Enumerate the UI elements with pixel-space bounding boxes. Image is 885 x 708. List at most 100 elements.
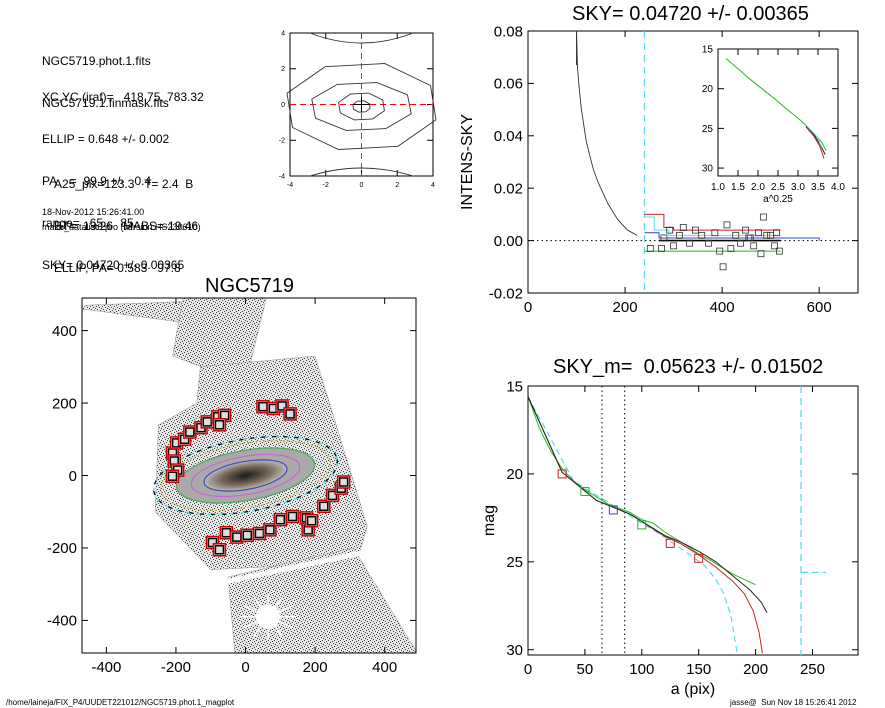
mask-box [212,543,227,557]
image-ytick-label: 200 [52,395,77,412]
mag-xtick-label: 100 [629,661,654,678]
sky-ytick-label: 0.06 [494,76,523,93]
mask-box-inner [214,420,225,430]
contour-ring [311,82,412,131]
sky-point [775,247,783,255]
sky-frame [527,30,859,294]
info-center: XC,YC (iraf)= 418.75, 783.32 [42,90,204,104]
info-bt: BT= 13.26 MABS=-19.46 [54,219,199,233]
contour-ring [338,92,385,121]
galaxy-isophote [190,453,301,498]
sky-ytick-label: 0.02 [494,180,523,197]
image-xtick-label: -400 [91,659,121,676]
galaxy [152,435,339,516]
bright-star-spike [253,597,269,618]
info-catalog-params: A25_pix=123.3 T= 2.4 B BT= 13.26 MABS=-1… [54,149,198,289]
mag-ytick-label: 20 [506,466,523,483]
inset-xtick-label: 1.0 [711,182,725,193]
sky-ytick-label: 0.00 [494,233,523,250]
info-a25: A25_pix=123.3 T= 2.4 B [54,177,194,191]
contour-xtick-label: -2 [323,182,329,189]
mag-plot-title: SKY_m= 0.05623 +/- 0.01502 [553,356,824,378]
mag-frame [527,385,859,656]
image-xtick-label: 0 [241,659,249,676]
sky-xtick-label: 400 [710,299,735,316]
mag-marker [580,486,590,496]
sky-point [679,224,687,231]
contour-xtick-label: 0 [360,182,364,189]
bright-star-spike [267,597,283,618]
sky-ytick-label: 0.08 [494,23,523,40]
inset-xtick-label: 4.0 [831,182,845,193]
info-program: make_datalist0.pro (version HS230610) [42,222,201,232]
mag-xtick-label: 150 [686,661,711,678]
image-ytick-label: 0 [69,468,77,485]
sky-point [727,245,735,252]
image-gap [213,545,386,587]
sky-profile-line [576,30,638,236]
info-date: 18-Nov-2012 15:26:41.00 [42,207,145,217]
sky-point [759,213,767,221]
fit-ellipse-black [153,435,338,516]
inset-xtick-label: 3.5 [811,182,825,193]
sky-point [757,250,765,258]
image-xtick-label: 400 [372,659,397,676]
contour-xtick-label: -4 [287,182,293,189]
sky-level-blue [644,232,820,241]
bright-star-spike [253,616,269,637]
inset-xtick-label: 2.0 [751,182,765,193]
mask-box [285,509,300,524]
mask-box-inner [287,511,298,522]
sky-point [723,221,731,229]
mag-ylabel: mag [481,505,498,536]
galaxy-core [203,459,288,492]
image-xtick-label: 200 [303,659,328,676]
sky-point [745,234,753,242]
mask-box-inner [167,471,178,481]
mag-series-line [527,396,763,654]
inset-black-line [805,125,826,155]
mag-series-line [527,396,756,586]
sky-ytick-label: -0.02 [489,285,523,302]
sky-point [658,245,665,252]
sky-point [773,229,780,237]
inset-ytick-label: 20 [702,84,714,95]
image-ytick-label: 400 [52,323,77,340]
info-range: range= 65.- 85. [42,216,138,230]
mask-box [165,469,180,483]
footer-path: /home/laineja/FIX_P4/UUDET221012/NGC5719… [6,698,235,707]
sky-plot-title: SKY= 0.04720 +/- 0.00365 [572,3,809,25]
inset-xtick-label: 3.0 [791,182,805,193]
contour-ring [286,63,437,150]
mask-box-inner [306,516,317,526]
sky-xtick-label: 0 [524,299,532,316]
mask-box [336,475,351,489]
contour-ring [352,100,371,113]
sky-point [742,226,749,234]
mag-xlabel: a (pix) [671,681,715,698]
mask-box-inner [207,537,218,548]
mask-box-inner [285,409,295,419]
inset-ytick-label: 25 [702,124,714,135]
mask-box [304,514,319,528]
info-header: NGC5719.phot.1.fits NGC5719.1.finmask.fi… [42,26,169,124]
contour-ring-outer-bottom [309,167,414,177]
galaxy-isophote-outer [160,440,331,511]
inset-red-line [805,126,825,159]
sky-point [771,242,778,250]
mask-box-inner [214,545,225,555]
bright-star-spike [267,616,283,637]
bright-star-spike [267,616,293,629]
sky-point [716,247,724,255]
sky-point [698,231,706,239]
image-tile-top [82,298,191,324]
mag-marker [665,538,675,548]
mask-box-inner [242,530,253,541]
bright-star-spike [243,616,269,629]
sky-point [676,231,683,239]
inset-bg [718,49,838,176]
contour-ytick-label: -4 [279,173,285,180]
mag-xtick-label: 50 [577,661,594,678]
sky-ytick-label: 0.04 [494,128,523,145]
